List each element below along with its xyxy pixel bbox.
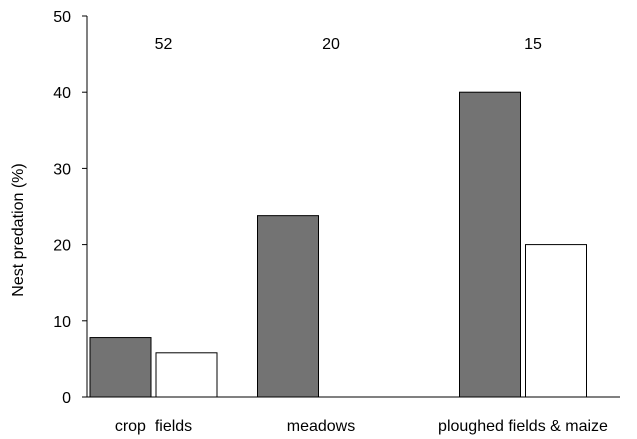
- y-tick-label: 0: [62, 390, 71, 407]
- sample-size-label: 15: [524, 36, 542, 53]
- plot-area: 0 10 20 30 40 50 crop fields meadows ploughed fi…: [53, 9, 620, 435]
- x-tick-label: ploughed fields & maize: [438, 418, 608, 435]
- bar: [257, 215, 319, 398]
- y-tick-label: 30: [53, 161, 71, 178]
- bar: [89, 337, 152, 398]
- y-tick-label: 20: [53, 238, 71, 255]
- bar: [155, 352, 218, 398]
- y-tick-label: 40: [53, 85, 71, 102]
- sample-size-label: 52: [155, 36, 173, 53]
- bar: [525, 244, 587, 398]
- sample-size-label: 20: [322, 36, 340, 53]
- bar: [459, 91, 521, 398]
- y-axis-label: Nest predation (%): [10, 163, 27, 296]
- y-tick-label: 50: [53, 9, 71, 26]
- x-tick-label: meadows: [287, 418, 355, 435]
- x-tick-label: crop fields: [115, 418, 192, 435]
- y-tick-label: 10: [53, 314, 71, 331]
